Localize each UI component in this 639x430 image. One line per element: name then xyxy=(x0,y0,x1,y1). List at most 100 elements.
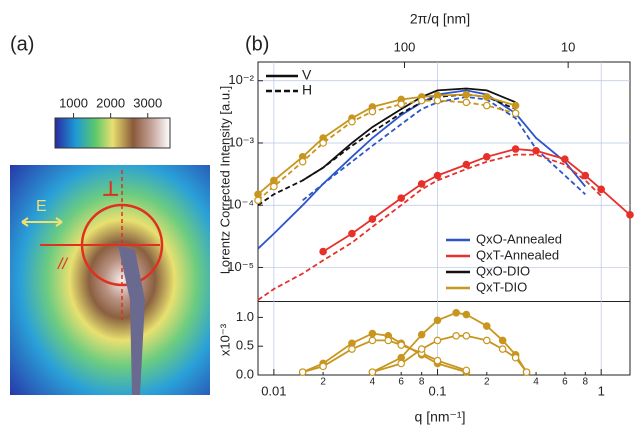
series-line-v xyxy=(257,89,586,250)
scattering-image xyxy=(10,165,210,395)
data-point xyxy=(561,155,569,163)
data-point xyxy=(298,157,307,166)
data-point xyxy=(511,101,520,110)
data-point xyxy=(368,107,377,116)
data-point xyxy=(511,353,520,362)
x2-axis-label: 2π/q [nm] xyxy=(410,11,470,27)
data-point xyxy=(417,180,426,188)
data-point xyxy=(319,139,327,147)
data-point xyxy=(498,336,507,345)
data-point xyxy=(482,101,491,110)
x-tick-label: 4 xyxy=(370,377,376,388)
x-tick-label: 0.01 xyxy=(261,383,286,398)
data-point xyxy=(482,336,491,345)
series-line-v xyxy=(257,93,516,195)
legend-label: QxT-Annealed xyxy=(476,247,559,262)
data-point xyxy=(462,366,471,375)
panel-label: (b) xyxy=(245,33,269,55)
data-point xyxy=(270,182,278,191)
parallel-label: // xyxy=(57,256,68,273)
data-point xyxy=(511,109,520,118)
y-tick-label: 10⁻³ xyxy=(228,134,254,149)
data-point xyxy=(368,329,377,338)
data-point xyxy=(462,310,471,319)
x-tick-label: 6 xyxy=(398,377,404,388)
x-tick-label: 8 xyxy=(419,377,425,388)
panel-label: (a) xyxy=(10,33,34,55)
x2-tick-label: 10 xyxy=(561,39,575,54)
data-point xyxy=(462,98,471,107)
data-point xyxy=(597,185,605,194)
x-axis-label: q [nm⁻¹] xyxy=(415,409,466,425)
legend-label: QxT-DIO xyxy=(476,279,527,294)
series-line-h xyxy=(257,99,516,201)
data-point xyxy=(397,359,406,368)
data-point xyxy=(397,100,406,108)
y-axis-label: Lorentz Corrected Intensity [a.u.] xyxy=(217,86,232,275)
x2-tick-label: 100 xyxy=(394,39,416,54)
data-point xyxy=(397,194,406,202)
lower-y-tick-label: 0.0 xyxy=(236,366,254,381)
colorbar-tick-label: 2000 xyxy=(96,95,125,110)
data-point xyxy=(417,345,426,353)
data-point xyxy=(522,368,531,376)
data-point xyxy=(452,332,460,340)
data-point xyxy=(532,146,540,155)
y-tick-label: 10⁻⁴ xyxy=(227,197,254,212)
data-point xyxy=(433,316,442,325)
data-point xyxy=(462,90,471,99)
data-point xyxy=(462,160,471,169)
data-point xyxy=(433,336,442,345)
e-arrow xyxy=(21,217,63,227)
data-point xyxy=(384,336,393,345)
legend-label: QxO-DIO xyxy=(476,263,530,278)
series-line-h xyxy=(257,153,602,301)
x-tick-label: 4 xyxy=(533,377,539,388)
data-point xyxy=(298,368,307,376)
data-point xyxy=(254,196,262,205)
legend-label: QxO-Annealed xyxy=(476,231,562,246)
perp-label: ⊥ xyxy=(102,178,119,200)
data-point xyxy=(417,330,426,339)
data-point xyxy=(368,336,377,345)
lower-y-tick-label: 0.5 xyxy=(236,338,254,353)
e-label: E xyxy=(36,198,47,215)
data-point xyxy=(397,341,406,349)
data-point xyxy=(348,345,356,353)
lower-y-label: x10⁻³ xyxy=(217,323,232,356)
series-line-v xyxy=(302,87,516,182)
data-point xyxy=(626,211,634,219)
colorbar-tick-label: 1000 xyxy=(59,95,88,110)
linestyle-label: V xyxy=(302,67,312,83)
data-point xyxy=(368,368,377,376)
data-point xyxy=(511,145,520,153)
lower-line xyxy=(302,339,467,373)
data-point xyxy=(433,171,442,180)
data-point xyxy=(433,96,442,105)
colorbar-tick-label: 3000 xyxy=(133,95,162,110)
series-line-v xyxy=(322,148,631,253)
y-tick-label: 10⁻² xyxy=(228,72,254,87)
data-point xyxy=(462,332,471,340)
data-point xyxy=(348,229,356,238)
data-point xyxy=(482,322,491,330)
x-tick-label: 8 xyxy=(583,377,589,388)
data-point xyxy=(498,345,507,353)
data-point xyxy=(452,308,460,317)
x-tick-label: 6 xyxy=(562,377,568,388)
plot-frame xyxy=(257,61,631,376)
data-point xyxy=(368,215,377,223)
y-tick-label: 10⁻⁵ xyxy=(227,259,254,274)
data-point xyxy=(581,171,590,180)
lower-line xyxy=(371,311,528,373)
data-point xyxy=(348,117,356,126)
data-point xyxy=(319,362,327,371)
data-point xyxy=(433,356,442,365)
x-tick-label: 2 xyxy=(484,377,490,388)
data-point xyxy=(482,93,491,101)
linestyle-label: H xyxy=(302,82,312,98)
x-tick-label: 1 xyxy=(598,383,605,398)
series-line-h xyxy=(257,93,516,206)
data-point xyxy=(482,152,491,161)
